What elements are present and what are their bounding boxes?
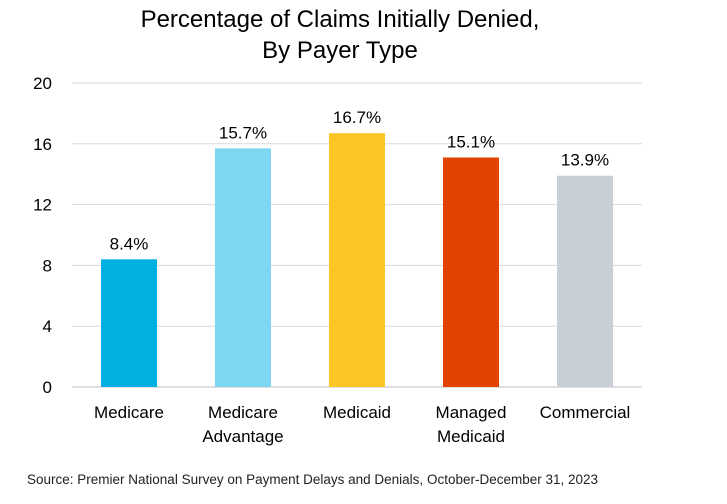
source-note: Source: Premier National Survey on Payme… — [27, 472, 599, 487]
data-label: 15.1% — [447, 132, 495, 151]
chart-title-line-2: By Payer Type — [262, 37, 418, 64]
data-label: 8.4% — [110, 234, 149, 253]
category-label: Medicare — [94, 403, 164, 422]
y-axis-ticks: 0 4 8 12 16 20 — [33, 74, 52, 397]
data-label: 15.7% — [219, 123, 267, 142]
y-tick-label: 4 — [43, 317, 52, 336]
category-label: Commercial — [540, 403, 631, 422]
category-label: Medicaid — [437, 427, 505, 446]
bar — [329, 133, 385, 387]
x-axis-categories: Medicare Medicare Advantage Medicaid Managed… — [94, 403, 630, 446]
data-labels: 8.4% 15.7% 16.7% 15.1% 13.9% — [110, 108, 609, 253]
bars — [101, 133, 613, 387]
bar — [557, 175, 613, 387]
chart-title: Percentage of Claims Initially Denied, B… — [0, 4, 680, 66]
y-tick-label: 20 — [33, 74, 52, 93]
y-tick-label: 16 — [33, 135, 52, 154]
category-label: Advantage — [202, 427, 283, 446]
data-label: 16.7% — [333, 108, 381, 127]
y-tick-label: 8 — [43, 256, 52, 275]
chart-title-line-1: Percentage of Claims Initially Denied, — [140, 6, 540, 33]
data-label: 13.9% — [561, 151, 609, 170]
category-label: Managed — [436, 403, 507, 422]
category-label: Medicaid — [323, 403, 391, 422]
bar — [215, 148, 271, 387]
bar-chart: 0 4 8 12 16 20 8.4% 15.7% 16.7% 15.1% 13.9% Medic… — [33, 74, 642, 446]
y-tick-label: 0 — [43, 378, 52, 397]
bar — [101, 259, 157, 387]
y-tick-label: 12 — [33, 196, 52, 215]
bar — [443, 157, 499, 387]
category-label: Medicare — [208, 403, 278, 422]
